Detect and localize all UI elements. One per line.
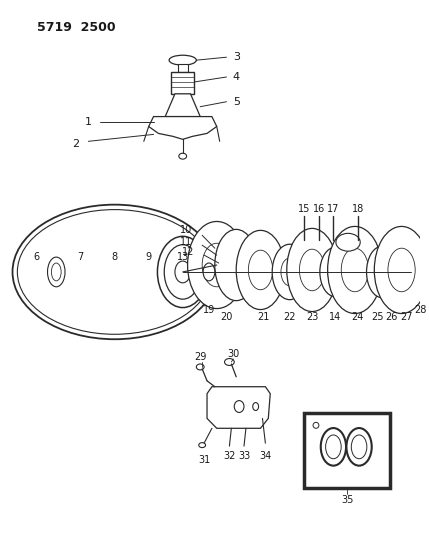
- Ellipse shape: [179, 153, 187, 159]
- Text: 15: 15: [298, 204, 311, 214]
- Text: 7: 7: [78, 252, 84, 262]
- Text: 25: 25: [371, 312, 384, 322]
- Ellipse shape: [347, 428, 372, 466]
- Ellipse shape: [224, 359, 234, 366]
- Ellipse shape: [199, 442, 205, 448]
- Text: 34: 34: [259, 451, 272, 461]
- Text: 3: 3: [233, 52, 240, 62]
- Text: 22: 22: [284, 312, 296, 322]
- Ellipse shape: [328, 227, 382, 313]
- Bar: [178, 64, 187, 72]
- Text: 18: 18: [352, 204, 364, 214]
- Ellipse shape: [366, 246, 398, 297]
- Text: 32: 32: [223, 451, 236, 461]
- Ellipse shape: [351, 435, 367, 459]
- Text: 31: 31: [198, 455, 210, 465]
- Text: 2: 2: [72, 139, 79, 149]
- Ellipse shape: [203, 263, 215, 281]
- Text: 13: 13: [177, 252, 189, 262]
- Ellipse shape: [287, 229, 337, 311]
- Ellipse shape: [321, 428, 346, 466]
- Ellipse shape: [281, 258, 299, 286]
- Ellipse shape: [272, 244, 307, 300]
- Text: 1: 1: [85, 117, 92, 126]
- Text: 29: 29: [194, 352, 206, 362]
- Ellipse shape: [187, 222, 246, 309]
- Polygon shape: [149, 117, 217, 139]
- Ellipse shape: [169, 55, 196, 65]
- Ellipse shape: [248, 250, 273, 290]
- Text: 24: 24: [352, 312, 364, 322]
- Text: 8: 8: [112, 252, 118, 262]
- Text: 17: 17: [327, 204, 340, 214]
- Ellipse shape: [328, 260, 343, 284]
- Text: 23: 23: [306, 312, 318, 322]
- Text: 28: 28: [414, 304, 426, 314]
- Text: 14: 14: [329, 312, 341, 322]
- Text: 5719  2500: 5719 2500: [37, 21, 115, 34]
- Ellipse shape: [236, 230, 285, 310]
- Polygon shape: [165, 94, 200, 117]
- Ellipse shape: [48, 257, 65, 287]
- Text: 12: 12: [182, 247, 194, 257]
- Ellipse shape: [336, 233, 360, 251]
- Polygon shape: [207, 387, 270, 429]
- Ellipse shape: [234, 401, 244, 413]
- Text: 35: 35: [341, 495, 353, 505]
- Ellipse shape: [375, 227, 429, 313]
- Text: 20: 20: [221, 312, 233, 322]
- Bar: [171, 72, 194, 94]
- Text: 26: 26: [386, 312, 398, 322]
- Ellipse shape: [320, 247, 351, 297]
- Bar: [304, 414, 390, 488]
- Text: 10: 10: [180, 225, 193, 236]
- Text: 4: 4: [233, 72, 240, 82]
- Ellipse shape: [388, 248, 415, 292]
- Text: 33: 33: [238, 451, 250, 461]
- Ellipse shape: [157, 236, 208, 308]
- Ellipse shape: [253, 402, 259, 410]
- Ellipse shape: [326, 435, 341, 459]
- Ellipse shape: [215, 229, 257, 301]
- Ellipse shape: [341, 248, 369, 292]
- Text: 5: 5: [233, 96, 240, 107]
- Ellipse shape: [17, 209, 212, 334]
- Ellipse shape: [299, 249, 325, 290]
- Ellipse shape: [202, 243, 231, 287]
- Text: 6: 6: [34, 252, 40, 262]
- Text: 19: 19: [203, 304, 215, 314]
- Ellipse shape: [164, 245, 201, 299]
- Text: 21: 21: [257, 312, 270, 322]
- Text: 16: 16: [313, 204, 325, 214]
- Text: 9: 9: [145, 252, 152, 262]
- Ellipse shape: [51, 263, 61, 281]
- Ellipse shape: [313, 422, 319, 429]
- Text: 30: 30: [227, 349, 239, 359]
- Ellipse shape: [175, 261, 190, 283]
- Text: 27: 27: [400, 312, 413, 322]
- Ellipse shape: [196, 364, 204, 370]
- Text: 11: 11: [180, 237, 193, 247]
- Ellipse shape: [375, 259, 390, 285]
